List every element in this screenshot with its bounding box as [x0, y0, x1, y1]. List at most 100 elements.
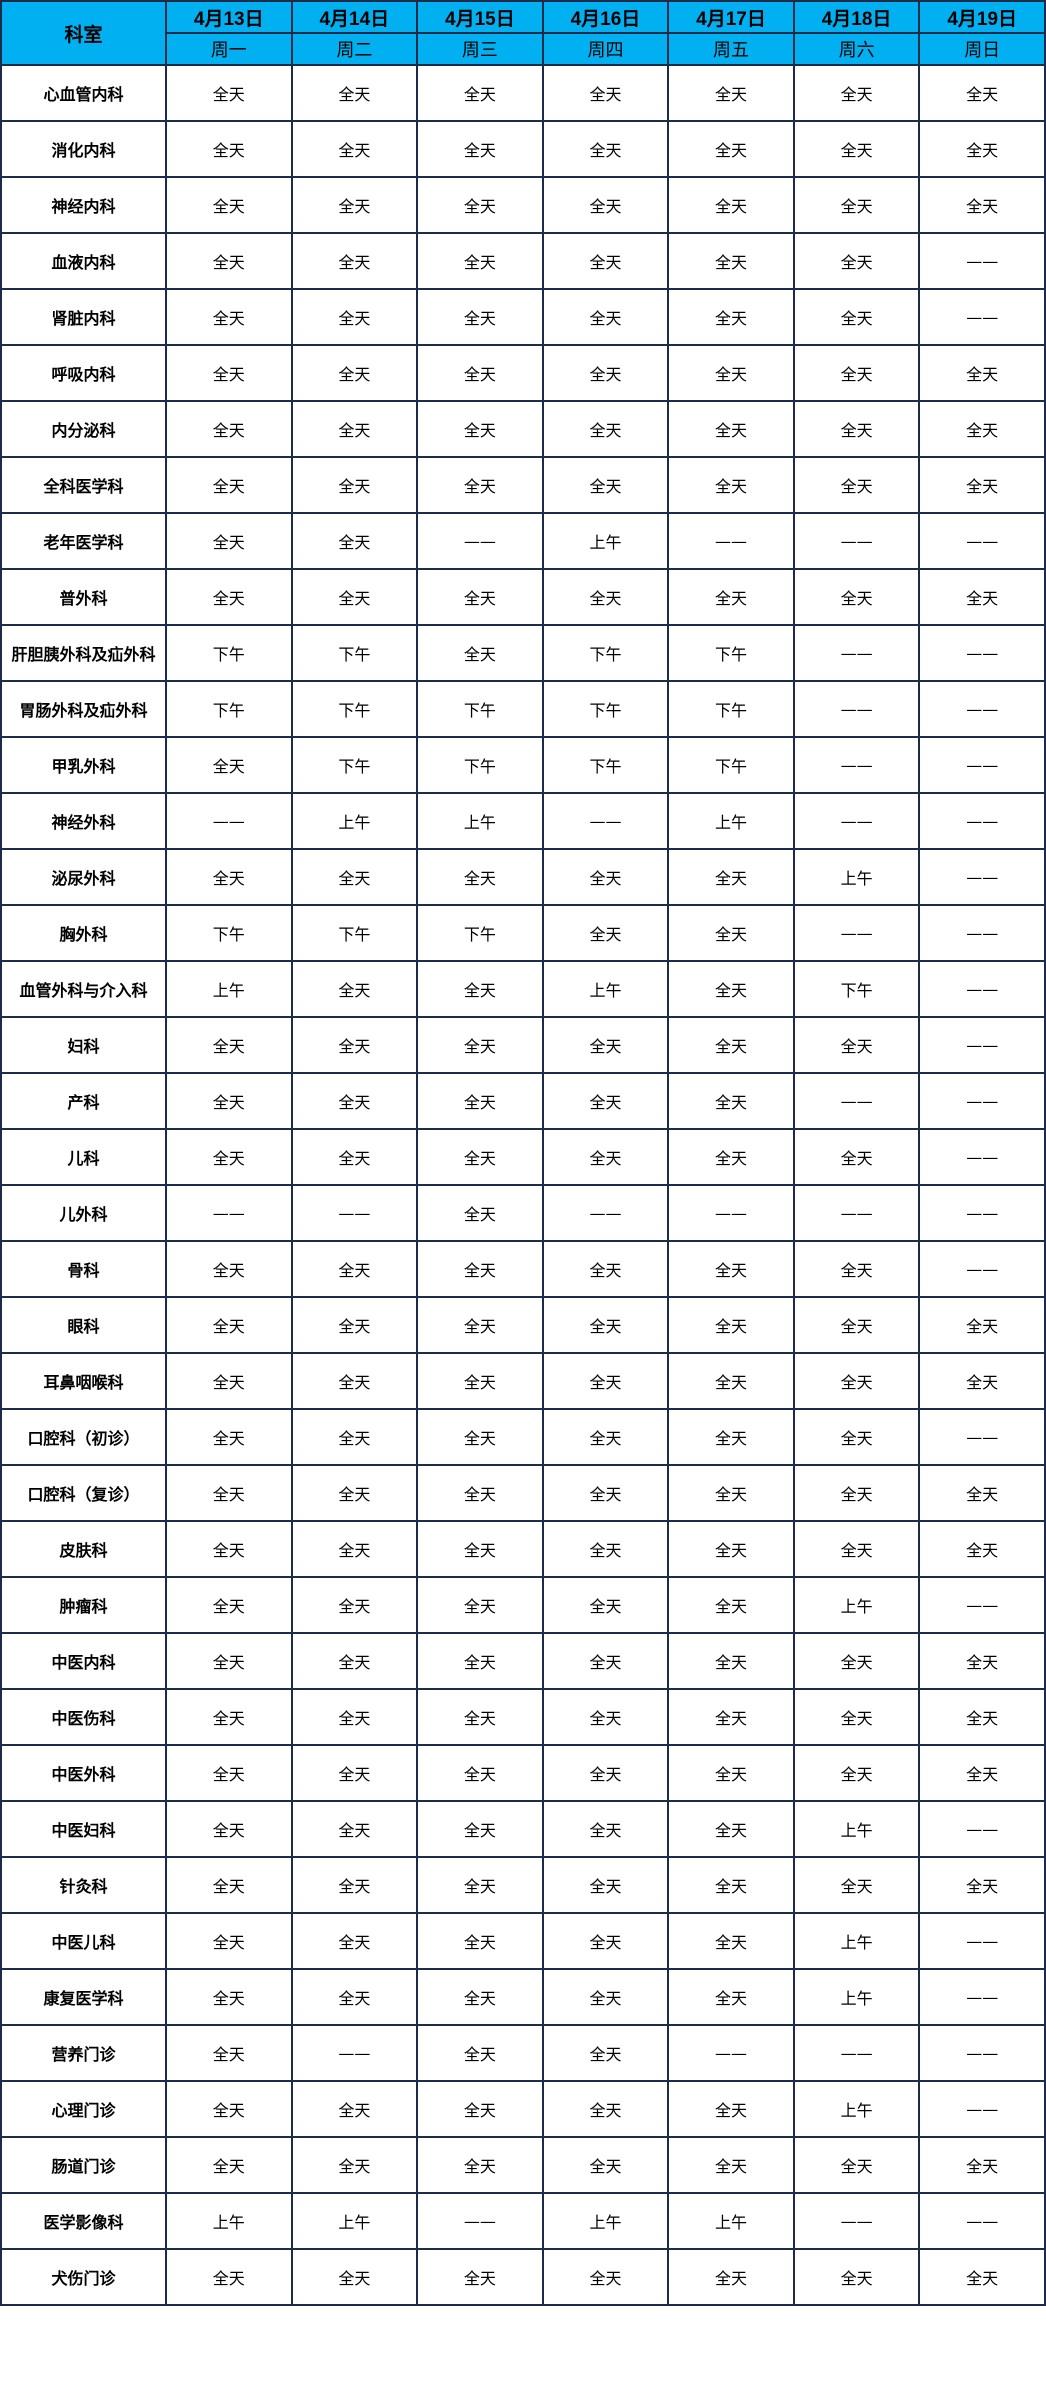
schedule-cell: 全天 [416, 1520, 544, 1578]
schedule-cell: 全天 [416, 624, 544, 682]
table-row: 肝胆胰外科及疝外科 下午 下午 全天 下午 下午 —— —— [0, 624, 1046, 682]
schedule-cell: 全天 [792, 568, 921, 626]
schedule-cell: —— [918, 1072, 1046, 1130]
schedule-cell: 全天 [290, 1408, 419, 1466]
schedule-cell: 上午 [792, 1800, 921, 1858]
schedule-cell: —— [918, 2080, 1046, 2138]
schedule-cell: 全天 [165, 1072, 293, 1130]
dept-name: 针灸科 [0, 1856, 167, 1914]
schedule-cell: —— [165, 792, 293, 850]
schedule-cell: —— [792, 792, 921, 850]
dept-name: 康复医学科 [0, 1968, 167, 2026]
schedule-cell: 全天 [918, 64, 1046, 122]
table-row: 呼吸内科 全天 全天 全天 全天 全天 全天 全天 [0, 344, 1046, 402]
dept-name: 中医内科 [0, 1632, 167, 1690]
schedule-cell: —— [792, 624, 921, 682]
schedule-cell: 全天 [918, 176, 1046, 234]
dept-name: 儿外科 [0, 1184, 167, 1242]
schedule-cell: 全天 [541, 2080, 670, 2138]
schedule-cell: 全天 [792, 1240, 921, 1298]
schedule-cell: 全天 [667, 1968, 795, 2026]
schedule-cell: 全天 [541, 2136, 670, 2194]
schedule-cell: 上午 [416, 792, 544, 850]
schedule-cell: 全天 [165, 120, 293, 178]
schedule-cell: —— [792, 1184, 921, 1242]
schedule-cell: 全天 [541, 1632, 670, 1690]
schedule-cell: 全天 [667, 2080, 795, 2138]
date-header: 4月14日 [290, 0, 419, 34]
schedule-cell: 上午 [792, 848, 921, 906]
schedule-cell: 全天 [290, 1016, 419, 1074]
table-row: 中医内科 全天 全天 全天 全天 全天 全天 全天 [0, 1632, 1046, 1690]
schedule-cell: 全天 [416, 400, 544, 458]
schedule-cell: 全天 [416, 1016, 544, 1074]
schedule-cell: —— [918, 512, 1046, 570]
schedule-cell: 全天 [792, 288, 921, 346]
schedule-cell: —— [918, 1912, 1046, 1970]
schedule-cell: —— [918, 1408, 1046, 1466]
schedule-cell: 全天 [290, 456, 419, 514]
dept-name: 泌尿外科 [0, 848, 167, 906]
schedule-cell: 全天 [918, 1688, 1046, 1746]
schedule-cell: 上午 [165, 2192, 293, 2250]
schedule-cell: 下午 [667, 624, 795, 682]
schedule-cell: 全天 [541, 1240, 670, 1298]
schedule-cell: 全天 [165, 1352, 293, 1410]
table-row: 中医儿科 全天 全天 全天 全天 全天 上午 —— [0, 1912, 1046, 1970]
schedule-cell: 全天 [416, 1240, 544, 1298]
schedule-cell: 全天 [541, 120, 670, 178]
schedule-cell: 全天 [918, 2136, 1046, 2194]
dept-name: 妇科 [0, 1016, 167, 1074]
schedule-cell: 全天 [792, 1408, 921, 1466]
dept-name: 中医儿科 [0, 1912, 167, 1970]
table-row: 中医外科 全天 全天 全天 全天 全天 全天 全天 [0, 1744, 1046, 1802]
schedule-cell: 全天 [667, 568, 795, 626]
table-row: 全科医学科 全天 全天 全天 全天 全天 全天 全天 [0, 456, 1046, 514]
schedule-cell: —— [918, 288, 1046, 346]
schedule-cell: 全天 [918, 568, 1046, 626]
schedule-cell: 全天 [667, 456, 795, 514]
table-row: 口腔科（初诊） 全天 全天 全天 全天 全天 全天 —— [0, 1408, 1046, 1466]
dept-name: 皮肤科 [0, 1520, 167, 1578]
schedule-cell: 全天 [541, 1352, 670, 1410]
dept-name: 全科医学科 [0, 456, 167, 514]
schedule-cell: —— [918, 680, 1046, 738]
schedule-cell: 全天 [541, 1464, 670, 1522]
schedule-cell: 全天 [165, 2136, 293, 2194]
schedule-cell: 全天 [290, 512, 419, 570]
table-row: 甲乳外科 全天 下午 下午 下午 下午 —— —— [0, 736, 1046, 794]
schedule-cell: 全天 [792, 344, 921, 402]
schedule-cell: 全天 [165, 1688, 293, 1746]
table-row: 犬伤门诊 全天 全天 全天 全天 全天 全天 全天 [0, 2248, 1046, 2306]
schedule-cell: 全天 [290, 1296, 419, 1354]
dept-name: 营养门诊 [0, 2024, 167, 2082]
schedule-cell: 全天 [541, 400, 670, 458]
schedule-cell: 下午 [416, 680, 544, 738]
schedule-cell: 全天 [416, 1184, 544, 1242]
dept-name: 肠道门诊 [0, 2136, 167, 2194]
schedule-cell: 全天 [792, 2248, 921, 2306]
schedule-cell: 全天 [290, 1912, 419, 1970]
schedule-cell: 全天 [792, 176, 921, 234]
schedule-cell: 全天 [290, 2136, 419, 2194]
schedule-cell: 全天 [792, 456, 921, 514]
schedule-cell: 全天 [165, 2080, 293, 2138]
schedule-cell: —— [918, 736, 1046, 794]
schedule-cell: 全天 [416, 2136, 544, 2194]
table-row: 普外科 全天 全天 全天 全天 全天 全天 全天 [0, 568, 1046, 626]
schedule-cell: 上午 [541, 512, 670, 570]
schedule-cell: 全天 [416, 1968, 544, 2026]
schedule-cell: 全天 [290, 400, 419, 458]
schedule-cell: 上午 [290, 2192, 419, 2250]
schedule-cell: 全天 [667, 1744, 795, 1802]
schedule-cell: 全天 [792, 1016, 921, 1074]
schedule-cell: 全天 [165, 2248, 293, 2306]
schedule-cell: —— [918, 1016, 1046, 1074]
date-header: 4月18日 [792, 0, 921, 34]
schedule-cell: 全天 [918, 1464, 1046, 1522]
dept-name: 内分泌科 [0, 400, 167, 458]
dept-name: 中医伤科 [0, 1688, 167, 1746]
schedule-cell: 上午 [667, 792, 795, 850]
schedule-cell: 全天 [918, 1520, 1046, 1578]
schedule-cell: —— [667, 512, 795, 570]
